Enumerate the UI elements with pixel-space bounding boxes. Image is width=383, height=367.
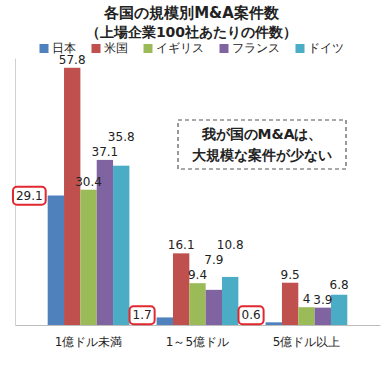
legend-label: ドイツ [308,41,344,55]
data-labels: 29.1 57.8 30.4 37.135.8 1.7 16.1 9.47.910.8 0.6… [13,53,349,324]
legend-item: 米国 [92,41,128,55]
bar [298,307,314,325]
highlight-box [13,187,46,205]
bar [206,290,222,325]
bar [157,317,173,325]
data-label: 30.4 [75,175,102,189]
bar [48,196,64,325]
data-label: 35.8 [108,130,135,144]
legend-swatch [92,44,101,53]
bar [282,283,298,325]
bar [222,277,238,325]
x-tick: 5億ドル以上 [273,325,341,349]
bar [80,190,96,325]
legend-swatch [144,44,153,53]
data-label: 3.9 [313,293,332,307]
bar [173,253,189,325]
data-label: 9.5 [281,268,300,282]
highlight-box [130,306,155,324]
annotation: 我が国のM&Aは、大規模な案件が少ない [178,120,346,169]
bar [266,322,282,325]
chart-svg: 各国の規模別M&A案件数（上場企業100社あたりの件数）日本米国イギリスフランス… [0,0,383,367]
legend-label: 米国 [104,41,128,55]
data-label: 10.8 [217,238,244,252]
x-tick-label: 1～5億ドル [166,335,229,349]
data-label: 4 [303,292,311,306]
x-axis-line [16,325,381,326]
data-label: 37.1 [92,145,119,159]
data-label: 6.8 [330,278,349,292]
legend-label: フランス [232,41,280,55]
x-tick: 1～5億ドル [166,325,229,349]
x-tick: 1億ドル未満 [55,325,123,349]
data-label: 7.9 [204,253,223,267]
legend-item: ドイツ [296,41,344,55]
data-label: 0.6 [242,308,261,322]
legend-item: イギリス [144,41,204,55]
legend-swatch [40,44,49,53]
legend-label: イギリス [156,41,204,55]
legend-swatch [296,44,305,53]
annotation-text: 大規模な案件が少ない [192,147,332,163]
data-label: 16.1 [168,238,195,252]
bar [189,283,205,325]
data-label: 57.8 [59,53,86,67]
x-axis: 1億ドル未満 1～5億ドル 5億ドル以上 [16,325,381,349]
annotation-text: 我が国のM&Aは、 [201,126,323,142]
subtitle: （上場企業100社あたりの件数） [86,24,297,40]
annotation-box [178,120,346,169]
data-label: 29.1 [16,189,43,203]
chart-container: 各国の規模別M&A案件数（上場企業100社あたりの件数）日本米国イギリスフランス… [0,0,383,367]
data-label: 1.7 [133,308,152,322]
bar [331,295,347,325]
legend-swatch [220,44,229,53]
legend-item: フランス [220,41,280,55]
bar [113,166,129,325]
x-tick-label: 1億ドル未満 [55,335,123,349]
bars [48,68,348,325]
bar [315,308,331,325]
highlight-box [239,306,264,324]
data-label: 9.4 [188,268,207,282]
bar [64,68,80,325]
title: 各国の規模別M&A案件数 [103,4,280,22]
x-tick-label: 5億ドル以上 [273,335,341,349]
